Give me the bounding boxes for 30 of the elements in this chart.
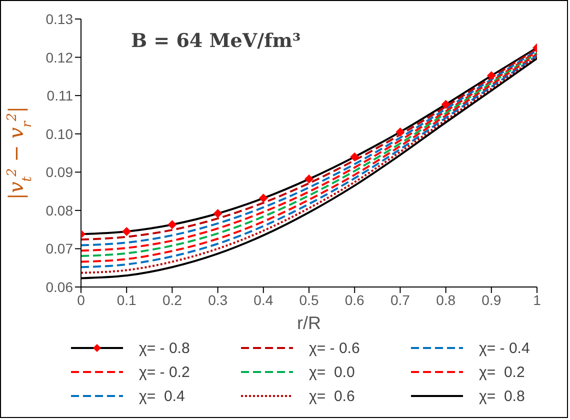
y-tick-label: 0.08 [46,202,74,218]
x-tick-label: 0.4 [254,292,274,308]
y-tick-label: 0.09 [46,164,74,180]
legend-label: χ= - 0.8 [139,340,190,356]
x-tick-label: 0.1 [116,292,137,308]
y-tick-label: 0.10 [46,126,74,142]
x-tick-label: 0.3 [208,292,228,308]
legend-label: χ= - 0.2 [139,364,190,380]
x-axis-title: r/R [297,313,321,333]
legend-label: χ= - 0.4 [479,340,530,356]
legend-label: χ= 0.4 [139,388,185,404]
x-tick-label: 0.5 [299,292,319,308]
legend-label: χ= 0.2 [479,364,525,380]
x-tick-label: 0.7 [390,292,410,308]
legend-label: χ= 0.0 [309,364,355,380]
x-tick-label: 0.6 [344,292,365,308]
y-tick-label: 0.11 [46,88,74,104]
legend-label: χ= - 0.6 [309,340,360,356]
annotation: B = 64 MeV/fm³ [131,30,301,52]
legend-label: χ= 0.6 [309,388,355,404]
y-tick-label: 0.13 [46,10,74,27]
x-tick-label: 0.9 [482,292,502,308]
y-tick-label: 0.07 [46,240,74,257]
y-tick-label: 0.06 [46,278,74,295]
y-tick-label: 0.12 [46,49,74,66]
x-tick-label: 0.8 [436,292,456,308]
x-tick-label: 0 [77,292,86,308]
legend-label: χ= 0.8 [479,388,525,404]
x-tick-label: 0.2 [162,292,182,308]
x-tick-label: 1 [533,292,542,308]
